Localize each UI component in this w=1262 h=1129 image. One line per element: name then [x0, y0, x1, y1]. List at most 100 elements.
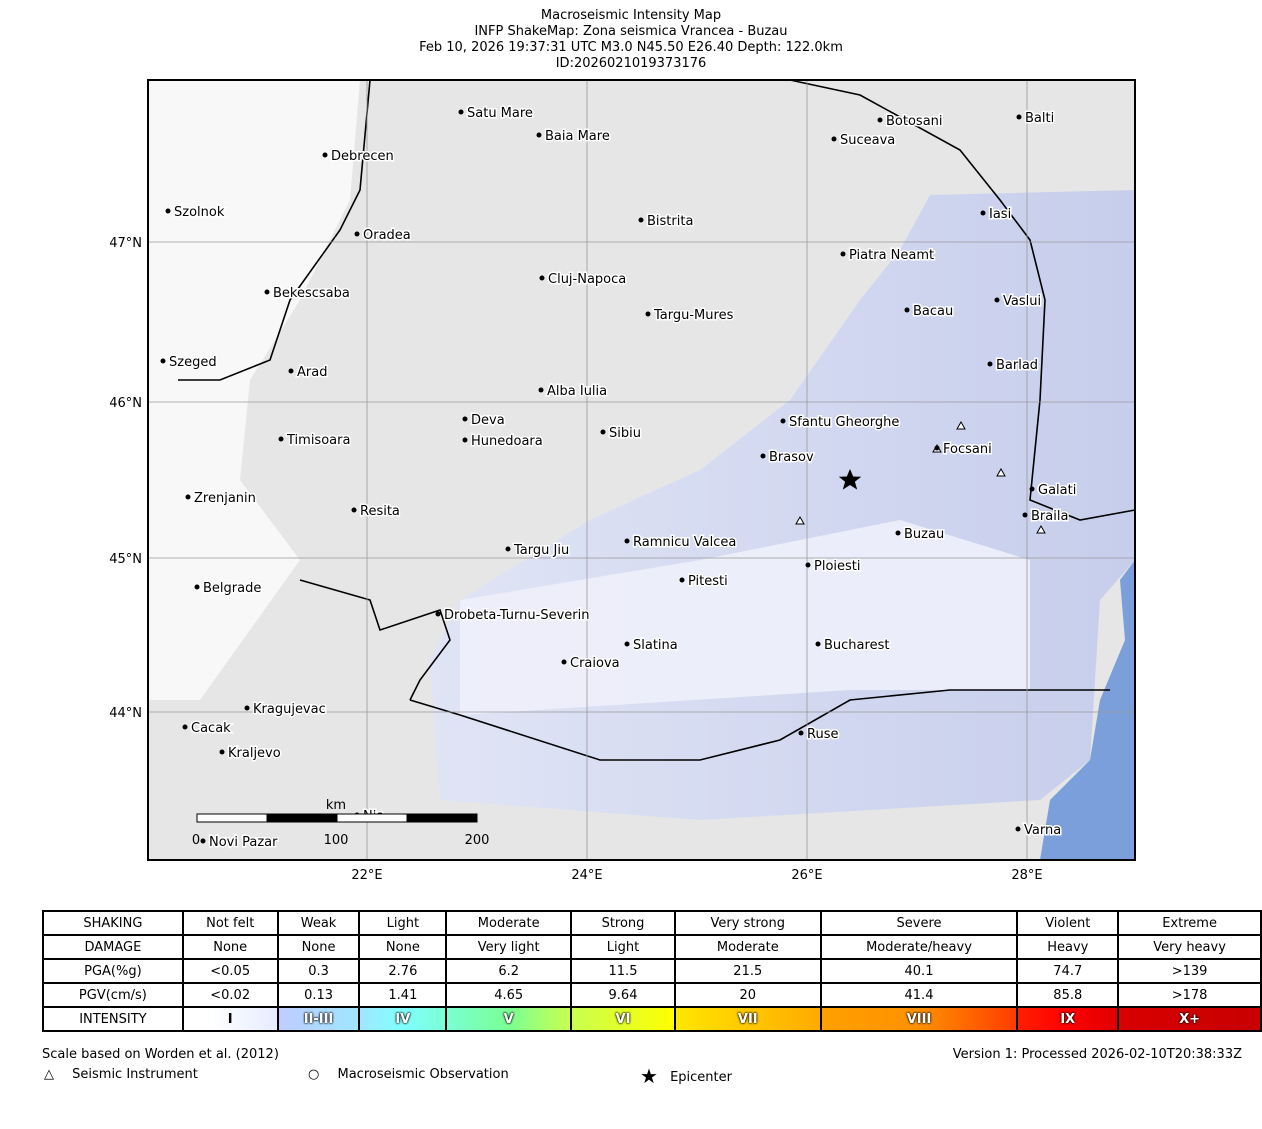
city-dot: [805, 562, 811, 568]
footer-note: Scale based on Worden et al. (2012): [42, 1047, 279, 1062]
table-cell: 0.13: [276, 982, 361, 1008]
city-dot: [182, 724, 188, 730]
table-cell: PGA(%g): [42, 958, 184, 984]
city-dot: [840, 251, 846, 257]
city-dot: [536, 132, 542, 138]
city-dot: [505, 546, 511, 552]
city-dot: [264, 289, 270, 295]
city-dot: [165, 208, 171, 214]
header-line: INFP ShakeMap: Zona seismica Vrancea - B…: [474, 24, 788, 39]
city-label: Bucharest: [824, 638, 889, 653]
map: Satu Mare Baia Mare Debrecen Botosani Balti S…: [109, 79, 1136, 883]
lat-label: 44°N: [109, 706, 142, 721]
city-dot: [1016, 114, 1022, 120]
table-cell: Extreme: [1117, 910, 1262, 936]
table-cell: Severe: [819, 910, 1019, 936]
table-cell: I: [181, 1006, 279, 1032]
city-label: Arad: [297, 365, 327, 380]
scale-label: 100: [324, 833, 349, 848]
city-dot: [934, 445, 940, 451]
city-dot: [538, 387, 544, 393]
table-cell: None: [358, 934, 448, 960]
city-dot: [980, 210, 986, 216]
city-label: Kraljevo: [228, 746, 281, 761]
city-label: Debrecen: [331, 149, 394, 164]
city-label: Resita: [360, 504, 400, 519]
city-label: Szeged: [169, 355, 217, 370]
city-label: Botosani: [886, 114, 943, 129]
city-label: Focsani: [943, 442, 992, 457]
table-cell: INTENSITY: [42, 1006, 184, 1032]
city-label: Oradea: [363, 228, 411, 243]
city-dot: [462, 437, 468, 443]
city-label: Ruse: [807, 727, 838, 742]
city-dot: [1022, 512, 1028, 518]
table-row: SHAKING Not felt Weak Light Moderate Strong Ve…: [42, 910, 1262, 936]
city-label: Ramnicu Valcea: [633, 535, 736, 550]
city-label: Novi Pazar: [209, 835, 278, 850]
plain-shaking: [460, 520, 1030, 715]
city-label: Zrenjanin: [194, 491, 256, 506]
city-dot: [200, 838, 206, 844]
graticule: [148, 80, 1135, 860]
legend-observation: ○ Macroseismic Observation: [308, 1067, 509, 1082]
city-label: Varna: [1024, 823, 1061, 838]
table-cell: PGV(cm/s): [42, 982, 184, 1008]
city-dot: [645, 311, 651, 317]
table-cell: Very heavy: [1117, 934, 1262, 960]
table-cell: <0.02: [181, 982, 279, 1008]
table-cell: >178: [1117, 982, 1262, 1008]
city-dot: [458, 109, 464, 115]
city-label: Belgrade: [203, 581, 261, 596]
city-dot: [815, 641, 821, 647]
legend-instrument: △ Seismic Instrument: [44, 1067, 198, 1082]
city-label: Bacau: [913, 304, 953, 319]
city-label: Craiova: [570, 656, 620, 671]
legend-label: Seismic Instrument: [72, 1067, 198, 1082]
city-label: Galati: [1038, 483, 1076, 498]
header-line: ID:2026021019373176: [555, 56, 707, 71]
city-dot: [987, 361, 993, 367]
city-dot: [679, 577, 685, 583]
table-cell: 9.64: [570, 982, 676, 1008]
city-label: Sfantu Gheorghe: [789, 415, 899, 430]
table-cell: 41.4: [819, 982, 1019, 1008]
city-dot: [160, 358, 166, 364]
city-label: Barlad: [996, 358, 1038, 373]
header: Macroseismic Intensity Map INFP ShakeMap:…: [0, 8, 1262, 72]
city-label: Bekescsaba: [273, 286, 350, 301]
city-label: Vaslui: [1003, 294, 1041, 309]
city-label: Kragujevac: [253, 702, 326, 717]
city-label: Suceava: [840, 133, 895, 148]
table-cell: 1.41: [358, 982, 448, 1008]
city-dot: [994, 297, 1000, 303]
scale-label: 200: [465, 833, 490, 848]
city-dot: [600, 429, 606, 435]
city-label: Cluj-Napoca: [548, 272, 626, 287]
city-label: Slatina: [633, 638, 678, 653]
city-label: Buzau: [904, 527, 944, 542]
table-cell: Strong: [570, 910, 676, 936]
table-cell: IV: [358, 1006, 448, 1032]
table-cell: X+: [1117, 1006, 1262, 1032]
table-cell: Light: [358, 910, 448, 936]
intensity-table: SHAKING Not felt Weak Light Moderate Strong Ve…: [42, 910, 1262, 1032]
city-dot: [351, 507, 357, 513]
table-cell: 21.5: [673, 958, 822, 984]
city-dot: [904, 307, 910, 313]
table-cell: Not felt: [181, 910, 279, 936]
header-line: Macroseismic Intensity Map: [540, 8, 722, 23]
table-cell: Violent: [1016, 910, 1120, 936]
city-dot: [435, 611, 441, 617]
table-cell: V: [445, 1006, 573, 1032]
table-cell: >139: [1117, 958, 1262, 984]
city-label: Timisoara: [286, 433, 350, 448]
table-cell: VII: [673, 1006, 822, 1032]
city-dot: [539, 275, 545, 281]
table-cell: Moderate/heavy: [819, 934, 1019, 960]
city-dot: [561, 659, 567, 665]
city-label: Balti: [1025, 111, 1054, 126]
table-cell: Heavy: [1016, 934, 1120, 960]
table-cell: 0.3: [276, 958, 361, 984]
